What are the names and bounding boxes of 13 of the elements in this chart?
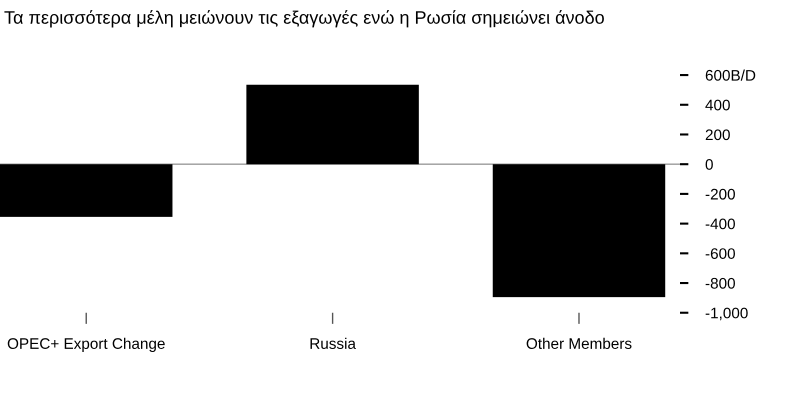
x-tick-label: Russia <box>310 338 356 349</box>
y-tick-label: 0 <box>706 159 713 170</box>
x-tick-label: OPEC+ Export Change <box>8 338 165 352</box>
chart-title: Τα περισσότερα μέλη μειώνουν τις εξαγωγές ενώ η Ρωσία σημειώνει άνοδο <box>4 10 604 28</box>
y-tick-label: 600B/D <box>706 70 756 81</box>
y-tick-label: -600 <box>706 248 735 260</box>
x-tick-label: Other Members <box>526 338 632 349</box>
y-tick-label: -400 <box>706 218 735 230</box>
y-tick-label: -200 <box>706 188 735 200</box>
y-tick-label: 400 <box>705 100 730 110</box>
y-tick-label: -800 <box>706 278 735 289</box>
y-tick-label: -1,000 <box>706 308 748 320</box>
y-tick-label: 200 <box>706 129 730 140</box>
